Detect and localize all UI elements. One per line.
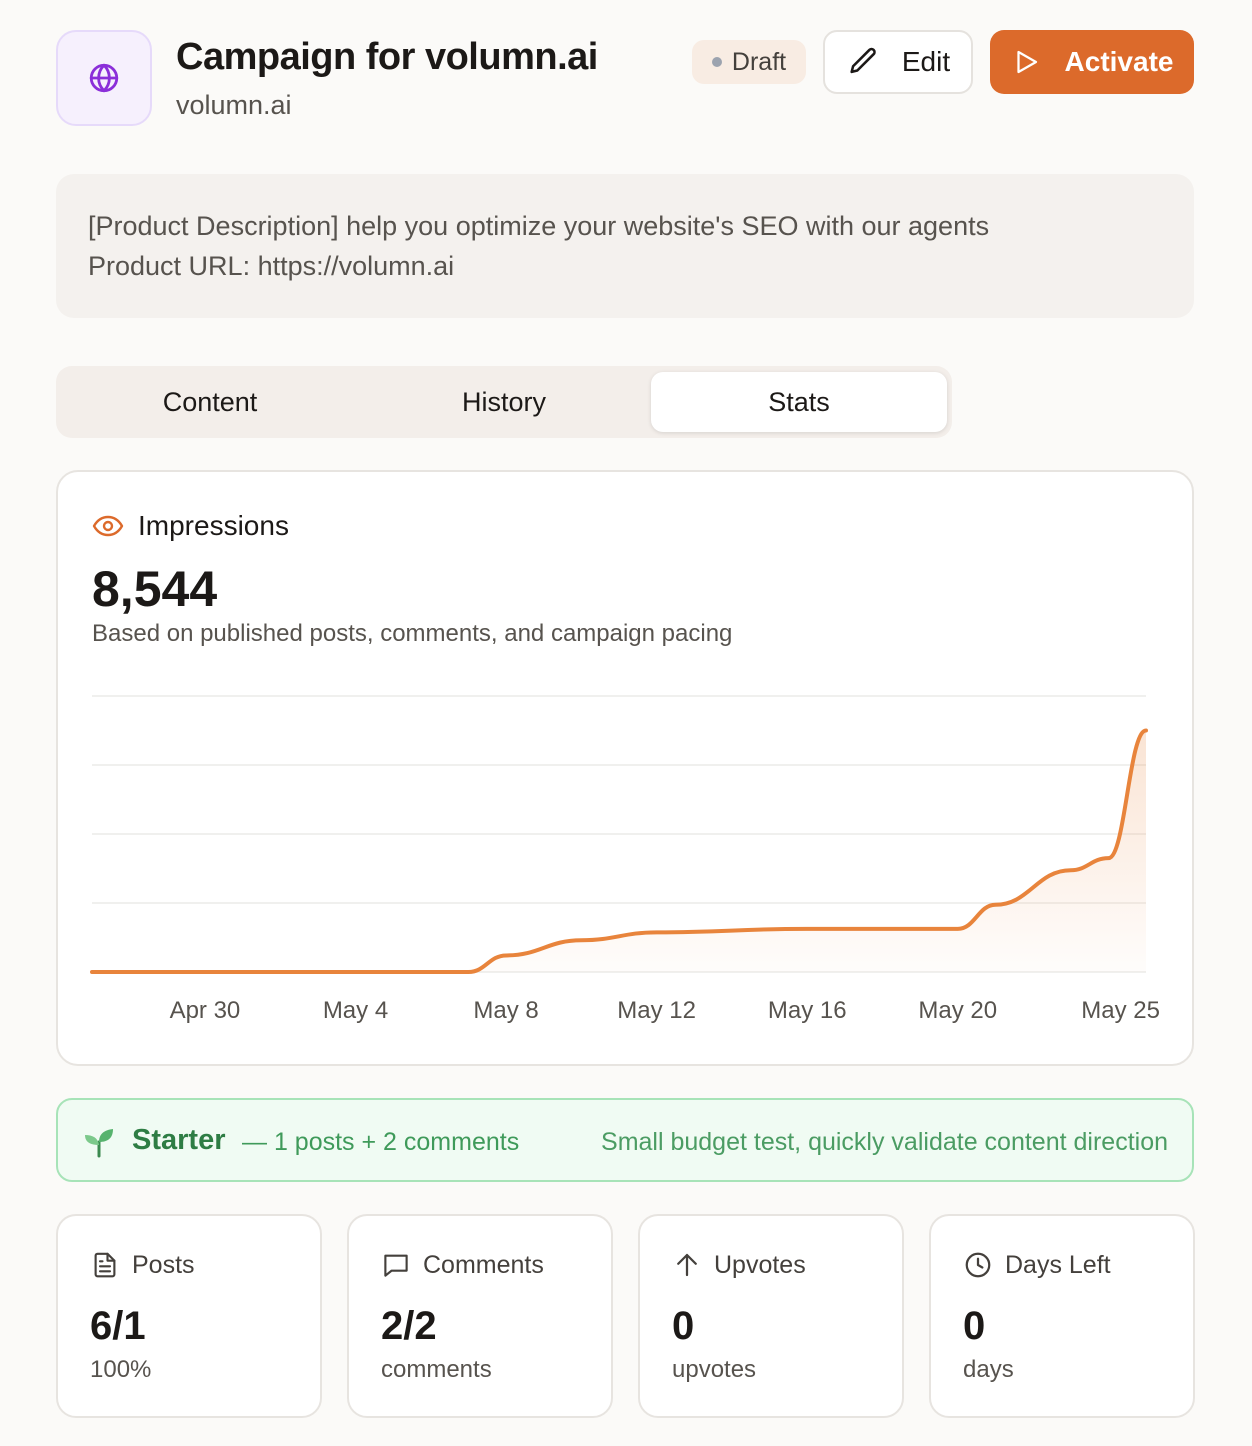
chart-x-tick-label: May 8 xyxy=(473,997,538,1024)
impressions-label: Impressions xyxy=(138,510,289,541)
status-badge: Draft xyxy=(692,40,806,84)
stat-value: 0 xyxy=(672,1304,695,1348)
stat-sub: upvotes xyxy=(672,1356,757,1383)
status-dot xyxy=(711,57,722,67)
tab-content[interactable]: Content xyxy=(162,386,258,417)
eye-icon xyxy=(92,515,124,537)
impressions-header: Impressions xyxy=(92,510,289,542)
edit-button[interactable]: Edit xyxy=(823,30,973,94)
stat-card-posts: Posts 6/1 100% xyxy=(56,1214,322,1418)
clock-icon xyxy=(965,1252,991,1278)
impressions-value: 8,544 xyxy=(92,561,218,617)
chart-x-tick-label: May 20 xyxy=(918,997,997,1024)
chart-x-tick-label: Apr 30 xyxy=(170,997,241,1024)
stat-card-comments: Comments 2/2 comments xyxy=(347,1214,613,1418)
globe-icon xyxy=(89,63,119,93)
plan-tier-banner: Starter — 1 posts + 2 comments Small bud… xyxy=(56,1098,1194,1182)
pencil-icon xyxy=(850,47,876,74)
stat-sub: 100% xyxy=(90,1356,152,1383)
arrow-up-icon xyxy=(677,1253,697,1277)
tab-stats[interactable]: Stats xyxy=(651,372,947,432)
impressions-chart: Apr 30 May 4 May 8 May 12 May 16 May 20 May 25 xyxy=(90,695,1160,1024)
stat-header: Days Left xyxy=(963,1250,1111,1280)
activate-button[interactable]: Activate xyxy=(990,30,1194,94)
tier-name: Starter xyxy=(132,1124,226,1156)
page-title: Campaign for volumn.ai xyxy=(176,36,598,78)
campaign-logo xyxy=(56,30,152,126)
chart-x-tick-label: May 25 xyxy=(1081,997,1160,1024)
stat-header: Posts xyxy=(90,1250,195,1280)
product-description: [Product Description] help you optimize … xyxy=(56,174,1194,318)
tier-detail: — 1 posts + 2 comments xyxy=(242,1128,520,1156)
chart-line xyxy=(90,728,1148,975)
tab-history[interactable]: History xyxy=(461,386,546,417)
chart-x-tick-label: May 12 xyxy=(617,997,696,1024)
comment-icon xyxy=(384,1254,408,1277)
stat-value: 0 xyxy=(963,1304,986,1348)
play-icon xyxy=(1016,50,1037,74)
stat-label: Posts xyxy=(132,1250,195,1279)
stat-label: Comments xyxy=(423,1250,544,1279)
activate-button-label: Activate xyxy=(1064,46,1174,77)
stat-value: 6/1 xyxy=(90,1304,146,1348)
document-icon xyxy=(94,1252,116,1278)
stat-header: Upvotes xyxy=(672,1250,806,1280)
stat-label: Days Left xyxy=(1005,1250,1111,1279)
stat-value: 2/2 xyxy=(381,1304,437,1348)
edit-button-label: Edit xyxy=(901,46,951,77)
stat-card-upvotes: Upvotes 0 upvotes xyxy=(638,1214,904,1418)
stat-sub: days xyxy=(963,1356,1014,1383)
tab-bar: Content History Stats xyxy=(56,366,952,438)
stat-header: Comments xyxy=(381,1250,544,1280)
impressions-card: Apr 30 May 4 May 8 May 12 May 16 May 20 May 25… xyxy=(56,470,1194,1066)
stat-label: Upvotes xyxy=(714,1250,806,1279)
impressions-note: Based on published posts, comments, and … xyxy=(92,620,733,647)
seedling-icon xyxy=(85,1129,113,1158)
status-badge-label: Draft xyxy=(731,47,787,76)
campaign-domain: volumn.ai xyxy=(176,90,292,120)
product-url: Product URL: https://volumn.ai xyxy=(88,251,455,281)
stat-card-days-left: Days Left 0 days xyxy=(929,1214,1195,1418)
chart-x-tick-label: May 16 xyxy=(768,997,847,1024)
chart-area xyxy=(92,730,1146,972)
stat-sub: comments xyxy=(381,1356,492,1383)
campaign-header: Campaign for volumn.ai volumn.ai Draft E… xyxy=(56,30,1194,130)
description-text: [Product Description] help you optimize … xyxy=(88,211,990,241)
chart-x-tick-label: May 4 xyxy=(323,997,388,1024)
tier-description: Small budget test, quickly validate cont… xyxy=(601,1128,1168,1156)
